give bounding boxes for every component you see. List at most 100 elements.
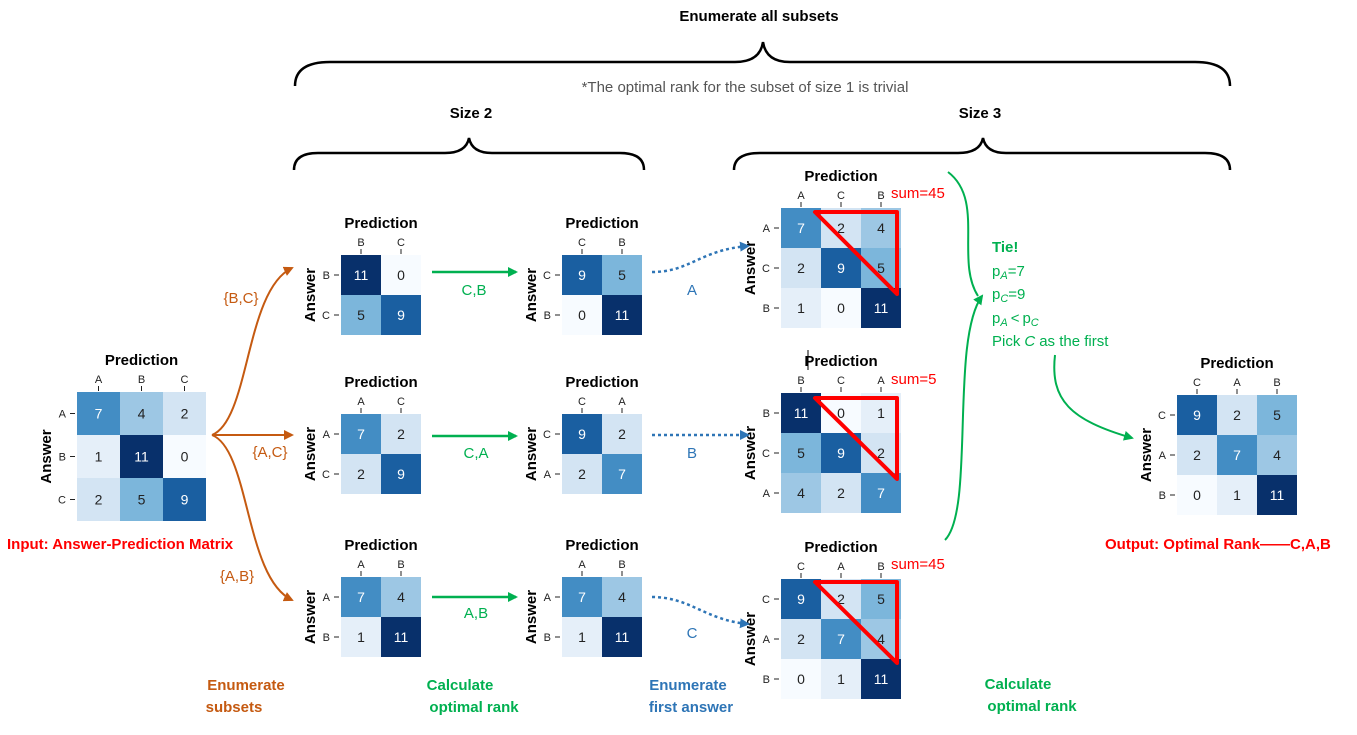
matrix-cell-value: 1 — [797, 300, 805, 316]
row-tick-label: B — [323, 632, 330, 644]
col-tick-label: A — [877, 375, 885, 387]
matrix-cell-value: 7 — [1233, 447, 1241, 463]
matrix-cell — [77, 478, 120, 521]
matrix-cell — [120, 435, 163, 478]
triangle-s3c — [813, 580, 899, 665]
tie-pa: pA=7 — [992, 263, 1025, 282]
row-tick-label: A — [544, 592, 552, 604]
matrix-cell — [381, 255, 421, 295]
matrix-cell — [781, 619, 821, 659]
matrix-cell-value: 7 — [578, 589, 586, 605]
row-tick-label: B — [544, 310, 551, 322]
matrix-cell — [781, 248, 821, 288]
col-tick-label: C — [578, 237, 586, 249]
matrix-cell-value: 7 — [837, 631, 845, 647]
matrix-cell-value: 4 — [397, 589, 405, 605]
row-tick-label: C — [543, 270, 551, 282]
rank-cb-label: C,B — [461, 282, 486, 299]
matrix-cell — [781, 288, 821, 328]
matrix-cell-value: 2 — [1233, 407, 1241, 423]
matrix-cell — [602, 617, 642, 657]
matrix-cell-value: 9 — [1193, 407, 1201, 423]
col-tick-label: A — [797, 190, 805, 202]
col-tick-label: C — [837, 190, 845, 202]
answer-axis-title: Answer — [742, 241, 759, 295]
matrix-ca: 9 2 2 7 C A C A Prediction Answer — [523, 374, 642, 494]
matrix-cell-value: 2 — [797, 260, 805, 276]
matrix-cell-value: 4 — [877, 220, 885, 236]
matrix-cell — [602, 414, 642, 454]
tie-compare: pA < pC — [992, 310, 1039, 329]
matrix-cell-value: 0 — [181, 449, 189, 465]
col-tick-label: A — [95, 374, 103, 386]
row-tick-label: C — [1158, 410, 1166, 422]
prediction-axis-title: Prediction — [804, 353, 877, 370]
col-tick-label: B — [357, 237, 364, 249]
prediction-axis-title: Prediction — [105, 352, 178, 369]
matrix-cell — [381, 454, 421, 494]
col-tick-label: B — [797, 375, 804, 387]
first-c-label: C — [687, 625, 698, 642]
matrix-cell — [1177, 475, 1217, 515]
caption-enumerate-first: Enumerate first answer — [649, 677, 733, 716]
answer-axis-title: Answer — [523, 590, 540, 644]
matrix-cell — [861, 579, 901, 619]
matrix-cell — [1257, 475, 1297, 515]
answer-axis-title: Answer — [1138, 428, 1155, 482]
matrix-cell — [821, 433, 861, 473]
matrix-cell — [821, 619, 861, 659]
answer-axis-title: Answer — [302, 590, 319, 644]
col-tick-label: B — [618, 237, 625, 249]
subset-ab-label: {A,B} — [220, 568, 254, 585]
answer-axis-title: Answer — [523, 268, 540, 322]
answer-axis-title: Answer — [742, 612, 759, 666]
row-tick-label: C — [543, 429, 551, 441]
tie-title: Tie! — [992, 239, 1018, 256]
matrix-cell — [163, 435, 206, 478]
prediction-axis-title: Prediction — [565, 215, 638, 232]
matrix-cell-value: 11 — [1270, 487, 1285, 503]
matrix-cell — [861, 619, 901, 659]
matrix-cell-value: 5 — [357, 307, 365, 323]
matrix-cell — [861, 473, 901, 513]
matrix-cell — [602, 255, 642, 295]
matrix-cell-value: 11 — [354, 267, 369, 283]
matrix-cell-value: 2 — [618, 426, 626, 442]
brace-size3 — [732, 137, 1232, 171]
caption-enumerate-subsets: Enumerate subsets — [206, 677, 285, 716]
size3-label: Size 3 — [959, 105, 1002, 122]
first-a-label: A — [687, 282, 697, 299]
matrix-cell-value: 2 — [181, 406, 189, 422]
matrix-cell-value: 9 — [397, 307, 405, 323]
output-caption: Output: Optimal Rank——C,A,B — [1105, 536, 1331, 553]
rank-ab-label: A,B — [464, 605, 488, 622]
matrix-cell-value: 9 — [837, 260, 845, 276]
matrix-cell-value: 2 — [837, 220, 845, 236]
matrix-cell — [821, 248, 861, 288]
arrow-gather-top — [947, 171, 979, 297]
matrix-cell — [562, 255, 602, 295]
matrix-cell — [381, 295, 421, 335]
prediction-axis-title: Prediction — [804, 168, 877, 185]
col-tick-label: B — [1273, 377, 1280, 389]
matrix-cell — [341, 414, 381, 454]
brace-all-subsets — [293, 41, 1232, 87]
first-b-label: B — [687, 445, 697, 462]
matrix-cell-value: 4 — [877, 631, 885, 647]
col-tick-label: C — [1193, 377, 1201, 389]
matrix-cell-value: 5 — [797, 445, 805, 461]
col-tick-label: B — [618, 559, 625, 571]
prediction-axis-title: Prediction — [804, 539, 877, 556]
matrix-cell-value: 7 — [357, 426, 365, 442]
matrix-cell — [77, 392, 120, 435]
tie-pc: pC=9 — [992, 286, 1025, 305]
col-tick-label: A — [837, 561, 845, 573]
col-tick-label: C — [837, 375, 845, 387]
matrix-cell-value: 9 — [578, 426, 586, 442]
row-tick-label: A — [323, 592, 331, 604]
